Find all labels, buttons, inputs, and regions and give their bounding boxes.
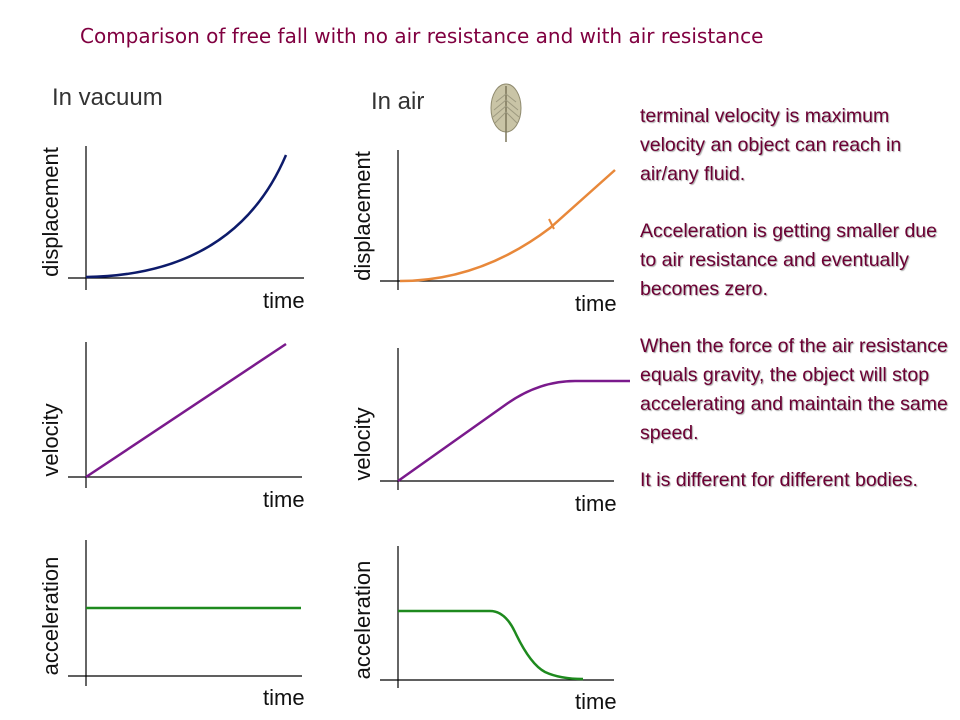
acceleration-curve [398,609,584,681]
y-axis-label: displacement [38,147,63,277]
x-axis-label: time [263,487,305,512]
x-axis-label: time [575,291,617,316]
y-axis-label: velocity [38,403,63,476]
y-axis-label: velocity [350,407,375,480]
slide-title: Comparison of free fall with no air resi… [80,24,764,48]
vacuum-column-label: In vacuum [52,84,163,111]
note-terminal-velocity: terminal velocity is maximum velocity an… [640,105,902,185]
displacement-curve [85,154,288,279]
x-axis-label: time [263,685,305,710]
feather-icon [490,83,522,142]
note-equal-forces: When the force of the air resistance equ… [640,335,948,444]
air-displacement-graph: displacement time [350,150,617,316]
notes-panel: terminal velocity is maximum velocity an… [640,102,955,523]
velocity-line [85,342,287,479]
graphs-panel: displacement time velocity time accelera… [38,146,630,714]
x-axis-label: time [263,288,305,313]
air-acceleration-graph: acceleration time [350,546,617,714]
air-column-label: In air [371,88,425,115]
x-axis-label: time [575,491,617,516]
y-axis-label: acceleration [38,557,63,676]
air-velocity-graph: velocity time [350,348,630,516]
vacuum-velocity-graph: velocity time [38,342,305,512]
velocity-curve [397,379,630,483]
note-acceleration-decreasing: Acceleration is getting smaller due to a… [640,220,937,300]
vacuum-acceleration-graph: acceleration time [38,540,305,710]
y-axis-label: displacement [350,151,375,281]
note-different-bodies: It is different for different bodies. [640,469,918,491]
x-axis-label: time [575,689,617,714]
curve-tick-mark [548,218,555,230]
displacement-curve [399,169,616,283]
vacuum-displacement-graph: displacement time [38,146,305,313]
y-axis-label: acceleration [350,561,375,680]
